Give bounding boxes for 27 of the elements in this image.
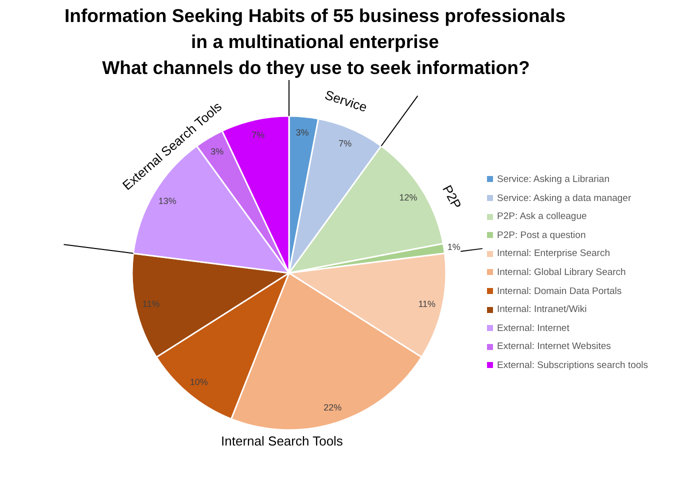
text: Service [323, 87, 369, 115]
legend-label: Service: Asking a data manager [497, 192, 632, 204]
legend-label: P2P: Post a question [497, 230, 586, 241]
data-label: 7% [338, 138, 352, 148]
chart-subtitle: What channels do they use to seek information? [101, 56, 531, 80]
chart-title: Information Seeking Habits of 55 business professionals in a multinational enterprise [63, 4, 567, 54]
data-label: 12% [399, 192, 418, 202]
text: Internal Search Tools [221, 434, 344, 448]
legend-label: Internal: Domain Data Portals [497, 286, 622, 297]
data-label: 11% [418, 298, 436, 309]
legend-label: External: Internet [497, 322, 570, 334]
legend-label: Internal: Enterprise Search [497, 248, 610, 260]
legend-label: Service: Asking a Librarian [497, 174, 610, 185]
data-label: 1% [447, 242, 460, 252]
legend-label: Internal: Global Library Search [497, 266, 626, 278]
data-label: 11% [142, 298, 160, 309]
legend-label: External: Subscriptions search tools [497, 360, 648, 371]
legend-label: Internal: Intranet/Wiki [497, 304, 587, 316]
data-label: 3% [210, 146, 224, 156]
data-label: 10% [190, 376, 208, 387]
data-label: 7% [252, 130, 265, 140]
data-label: 22% [324, 402, 342, 412]
data-label: 3% [296, 127, 309, 138]
legend-label: External: Internet Websites [497, 341, 611, 352]
data-label: 13% [158, 196, 176, 206]
legend-label: P2P: Ask a colleague [497, 211, 587, 222]
text: P2P [440, 182, 464, 212]
